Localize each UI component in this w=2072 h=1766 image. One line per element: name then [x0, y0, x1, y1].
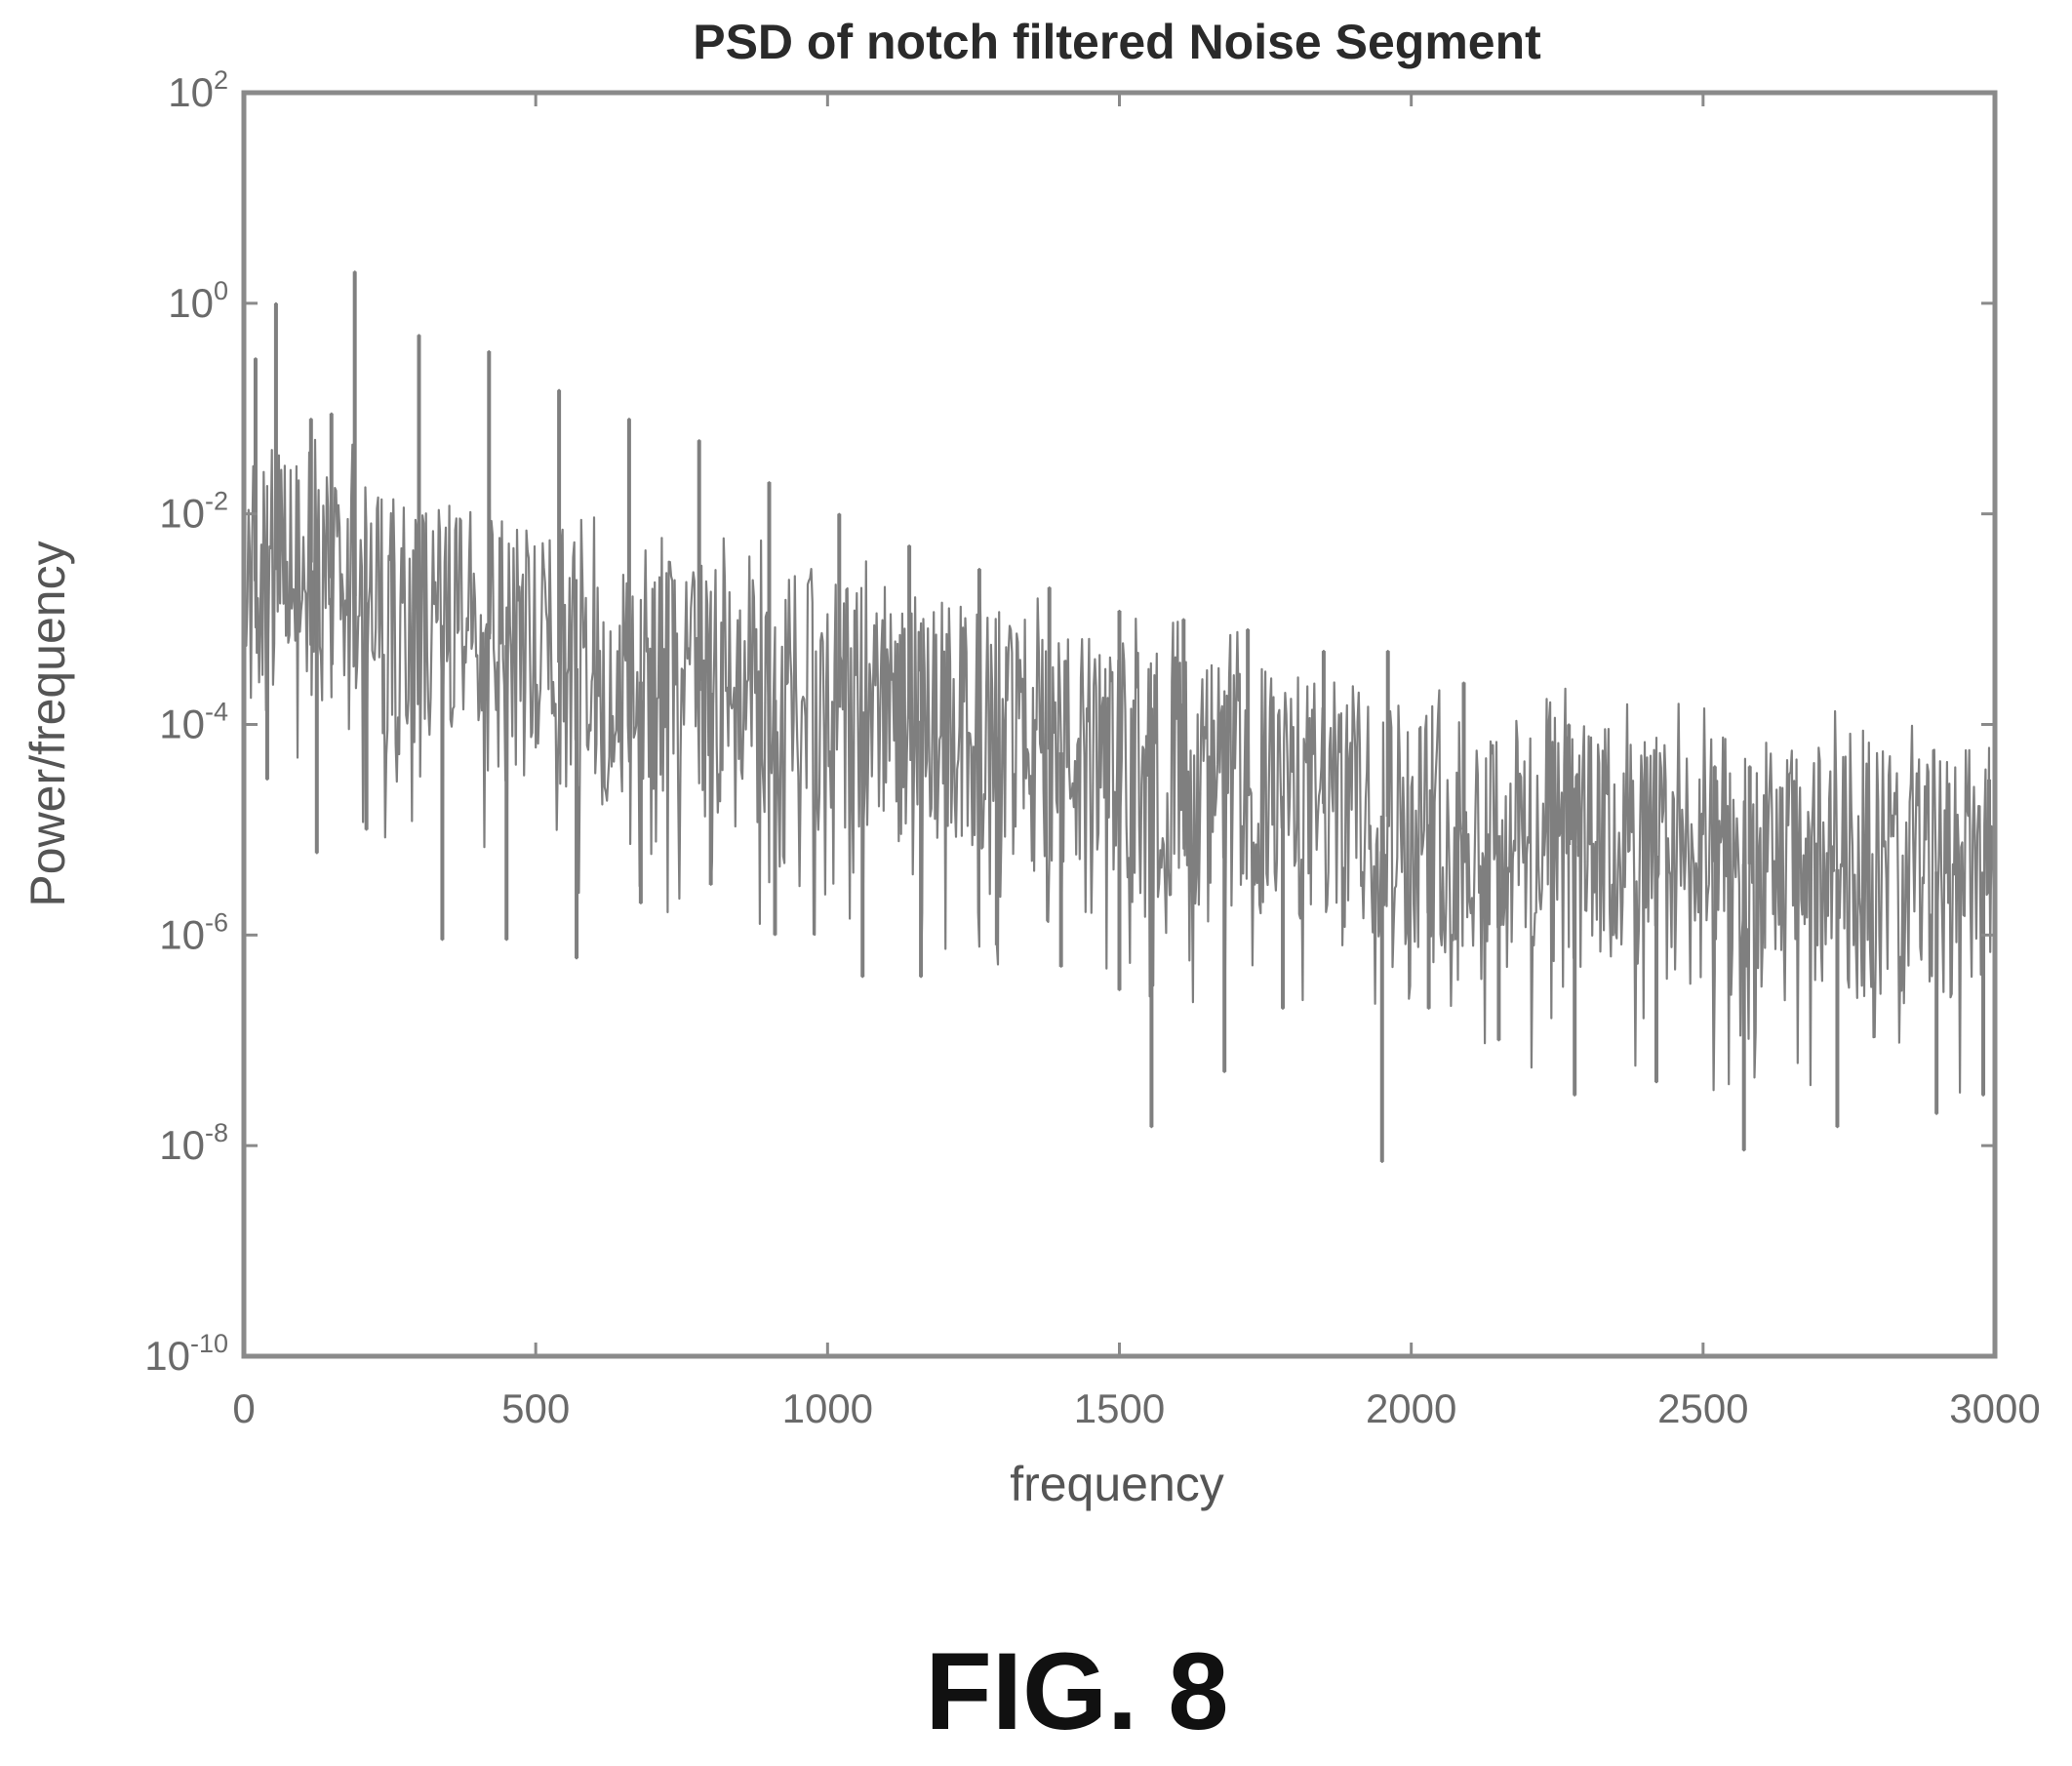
- y-tick-exponent: 2: [214, 65, 228, 95]
- y-tick-base: 10: [159, 702, 205, 747]
- y-tick-exponent: -10: [190, 1329, 228, 1358]
- y-tick-base: 10: [168, 280, 214, 326]
- y-tick-base: 10: [159, 911, 205, 957]
- y-tick-base: 10: [159, 491, 205, 537]
- y-tick-exponent: -2: [205, 487, 228, 516]
- psd-line: [242, 270, 1997, 1163]
- y-tick-exponent: -6: [205, 907, 228, 937]
- y-tick-label: 100: [168, 276, 228, 326]
- y-tick-label: 10-6: [159, 907, 228, 957]
- x-tick-label: 0: [232, 1385, 255, 1431]
- chart-title: PSD of notch filtered Noise Segment: [693, 15, 1541, 69]
- x-axis-ticks: 0 500 1000 1500 2000 2500 3000: [232, 93, 2041, 1431]
- x-tick-label: 3000: [1949, 1385, 2040, 1431]
- x-tick-label: 1000: [782, 1385, 873, 1431]
- y-tick-label: 10-8: [159, 1118, 228, 1168]
- x-tick-label: 1500: [1074, 1385, 1165, 1431]
- x-tick-label: 500: [501, 1385, 570, 1431]
- y-tick-base: 10: [159, 1122, 205, 1168]
- y-tick-label: 10-10: [144, 1329, 228, 1379]
- y-axis-label: Power/frequency: [20, 541, 75, 906]
- y-tick-label: 102: [168, 65, 228, 115]
- y-tick-label: 10-2: [159, 487, 228, 537]
- psd-series: [242, 270, 1997, 1163]
- y-tick-exponent: -8: [205, 1118, 228, 1147]
- x-tick-label: 2000: [1366, 1385, 1456, 1431]
- x-tick-label: 2500: [1657, 1385, 1748, 1431]
- y-tick-exponent: -4: [205, 698, 228, 727]
- figure-caption: FIG. 8: [925, 1630, 1228, 1752]
- y-tick-base: 10: [144, 1333, 190, 1379]
- x-axis-label: frequency: [1010, 1457, 1224, 1511]
- y-tick-label: 10-4: [159, 698, 228, 747]
- y-tick-base: 10: [168, 69, 214, 115]
- y-tick-exponent: 0: [214, 276, 228, 305]
